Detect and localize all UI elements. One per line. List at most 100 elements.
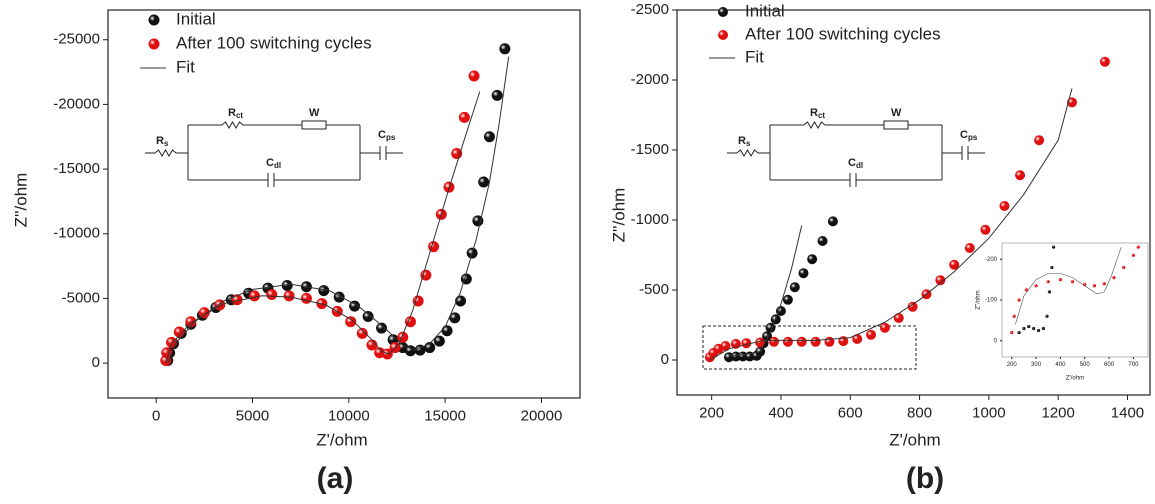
data-point — [281, 279, 293, 291]
legend-label: Fit — [745, 47, 764, 66]
circuit-label: Cdl — [848, 157, 863, 170]
x-tick-label: 400 — [1055, 362, 1066, 368]
circuit-label: Rct — [228, 107, 243, 120]
data-point — [1045, 314, 1049, 318]
data-point — [796, 336, 807, 347]
data-point — [1032, 326, 1036, 331]
y-tick-label: -15000 — [53, 160, 100, 177]
circuit-label-main: C — [960, 129, 968, 141]
data-point — [879, 322, 890, 333]
circuit-label-main: C — [848, 157, 856, 169]
data-point — [1051, 245, 1056, 249]
legend-label: Initial — [745, 1, 785, 20]
y-tick-label: 0 — [994, 338, 998, 344]
data-point — [349, 300, 361, 312]
x-tick-label: 200 — [699, 404, 724, 421]
y-tick-label: 0 — [661, 351, 669, 368]
legend-marker — [148, 14, 160, 26]
x-tick-label: 600 — [838, 404, 863, 421]
data-point — [720, 341, 731, 351]
data-point — [381, 348, 393, 360]
data-point — [362, 311, 374, 323]
data-point — [345, 316, 357, 328]
data-point — [1099, 56, 1110, 67]
legend-label: After 100 switching cycles — [745, 24, 941, 43]
legend-label: Initial — [176, 9, 216, 28]
circuit-wire — [154, 149, 177, 157]
data-point — [852, 334, 863, 344]
circuit-label: W — [309, 107, 320, 119]
data-point — [1092, 284, 1097, 288]
circuit-label-main: C — [266, 157, 274, 169]
x-tick-label: 20000 — [521, 407, 563, 424]
data-point — [824, 336, 835, 347]
data-point — [775, 306, 786, 316]
data-point — [980, 224, 991, 235]
y-axis-label: Z''/ohm — [609, 188, 628, 243]
y-tick-label: -10000 — [53, 225, 100, 242]
x-tick-label: 1000 — [972, 404, 1005, 421]
fit-line — [709, 88, 1073, 361]
x-tick-label: 800 — [907, 404, 932, 421]
y-tick-label: 0 — [92, 354, 100, 371]
data-point — [1024, 288, 1028, 292]
x-axis-label: Z'/ohm — [316, 430, 367, 449]
data-point — [817, 236, 828, 246]
data-point — [798, 268, 809, 279]
circuit-wire — [736, 149, 759, 157]
data-point — [420, 269, 432, 281]
circuit-label-main: R — [228, 107, 236, 119]
fit-line — [165, 56, 510, 364]
data-point — [428, 241, 440, 253]
circuit-label-sub: ps — [386, 133, 396, 142]
circuit-label: Cps — [960, 129, 978, 142]
data-point — [173, 326, 185, 338]
data-point — [1036, 328, 1041, 333]
x-tick-label: 15000 — [424, 407, 466, 424]
data-point — [458, 111, 470, 123]
circuit-label-sub: s — [164, 139, 169, 148]
legend-label: Fit — [176, 57, 195, 76]
data-point — [283, 290, 295, 302]
data-point — [356, 327, 368, 339]
data-point — [769, 336, 780, 347]
x-tick-label: 600 — [1104, 362, 1115, 368]
x-axis-label: Z'/ohm — [889, 430, 940, 449]
caption: (a) — [317, 462, 354, 495]
data-point — [1027, 324, 1031, 329]
data-point — [807, 254, 818, 265]
circuit — [145, 120, 403, 187]
circuit-wire — [803, 121, 826, 129]
data-point — [1015, 170, 1026, 181]
data-point — [266, 289, 278, 301]
y-tick-label: -2500 — [631, 1, 669, 18]
x-tick-label: 10000 — [328, 407, 370, 424]
y-axis-label: Z''/ohm — [976, 290, 982, 309]
data-point — [782, 336, 793, 347]
data-point — [449, 312, 461, 324]
data-point — [1022, 326, 1026, 331]
data-point — [1136, 245, 1140, 249]
data-point — [964, 243, 975, 253]
y-tick-label: -2000 — [631, 71, 669, 88]
data-point — [483, 131, 495, 143]
data-point — [810, 336, 821, 347]
data-point — [1017, 298, 1021, 302]
x-tick-label: 500 — [1080, 362, 1091, 368]
y-axis-label: Z''/ohm — [11, 173, 30, 228]
data-point — [1017, 330, 1021, 335]
legend-marker — [148, 38, 160, 50]
legend-label: After 100 switching cycles — [176, 33, 372, 52]
data-point — [755, 337, 766, 348]
circuit-label-main: W — [309, 107, 320, 119]
y-tick-label: -1000 — [631, 211, 669, 228]
circuit-label-sub: ct — [818, 111, 825, 120]
data-point — [999, 201, 1010, 211]
circuit — [727, 120, 985, 187]
x-tick-label: 200 — [1007, 362, 1018, 368]
data-point — [866, 329, 877, 340]
x-tick-label: 1400 — [1111, 404, 1144, 421]
data-point — [499, 43, 511, 55]
x-tick-label: 700 — [1128, 362, 1139, 368]
